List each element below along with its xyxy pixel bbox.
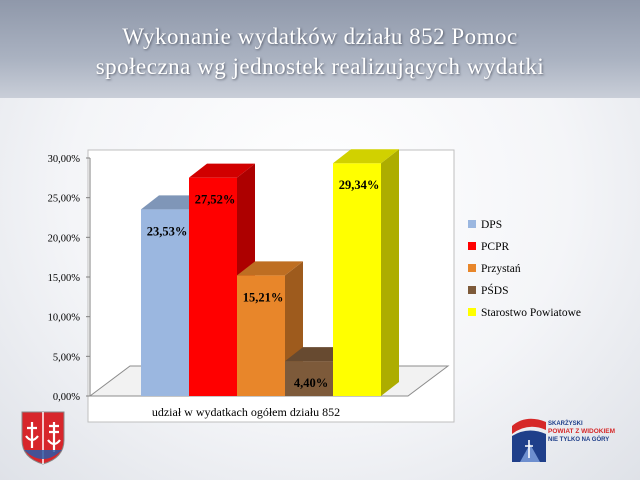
page-title: Wykonanie wydatków działu 852 Pomoc społ… [0, 22, 640, 82]
bar-top-starostwo-powiatowe [333, 149, 399, 164]
legend-swatch [468, 308, 476, 316]
bar-top-pcpr [189, 163, 255, 178]
legend-swatch [468, 264, 476, 272]
bar-side-starostwo-powiatowe [381, 149, 399, 396]
x-axis-label: udział w wydatkach ogółem działu 852 [152, 405, 340, 419]
bar-starostwo-powiatowe [333, 163, 381, 396]
y-tick-label: 5,00% [53, 352, 80, 363]
legend-swatch [468, 220, 476, 228]
bar-p-ds [285, 361, 333, 396]
data-label: 29,34% [339, 178, 380, 192]
legend-label: Przystań [481, 263, 521, 275]
powiat-logo-text: SKARŻYSKI POWIAT Z WIDOKIEM NIE TYLKO NA… [548, 420, 638, 444]
y-tick-label: 20,00% [48, 233, 81, 244]
bar-pcpr [189, 177, 237, 396]
title-banner [0, 0, 640, 98]
logo-line-1: SKARŻYSKI [548, 421, 583, 427]
title-line-1: Wykonanie wydatków działu 852 Pomoc [122, 24, 518, 49]
data-label: 15,21% [243, 290, 284, 304]
y-tick-label: 15,00% [48, 273, 81, 284]
legend-label: PŚDS [481, 283, 509, 297]
y-tick-label: 25,00% [48, 194, 81, 205]
data-label: 23,53% [147, 224, 188, 238]
bar-dps [141, 209, 189, 396]
y-tick-label: 0,00% [53, 392, 80, 403]
title-line-2: społeczna wg jednostek realizujących wyd… [95, 54, 545, 79]
bar-top-przysta [237, 261, 303, 276]
data-label: 4,40% [294, 376, 328, 390]
logo-line-3: NIE TYLKO NA GÓRY [548, 437, 610, 443]
legend-label: Starostwo Powiatowe [481, 307, 581, 319]
y-tick-label: 10,00% [48, 313, 81, 324]
bar-przysta [237, 275, 285, 396]
legend-label: PCPR [481, 241, 509, 253]
y-tick-label: 30,00% [48, 154, 81, 165]
logo-line-2: POWIAT Z WIDOKIEM [548, 428, 616, 435]
legend-swatch [468, 242, 476, 250]
data-label: 27,52% [195, 193, 236, 207]
powiat-logo-icon [512, 418, 546, 462]
coat-of-arms-icon [21, 411, 65, 465]
legend-swatch [468, 286, 476, 294]
legend-label: DPS [481, 219, 502, 231]
